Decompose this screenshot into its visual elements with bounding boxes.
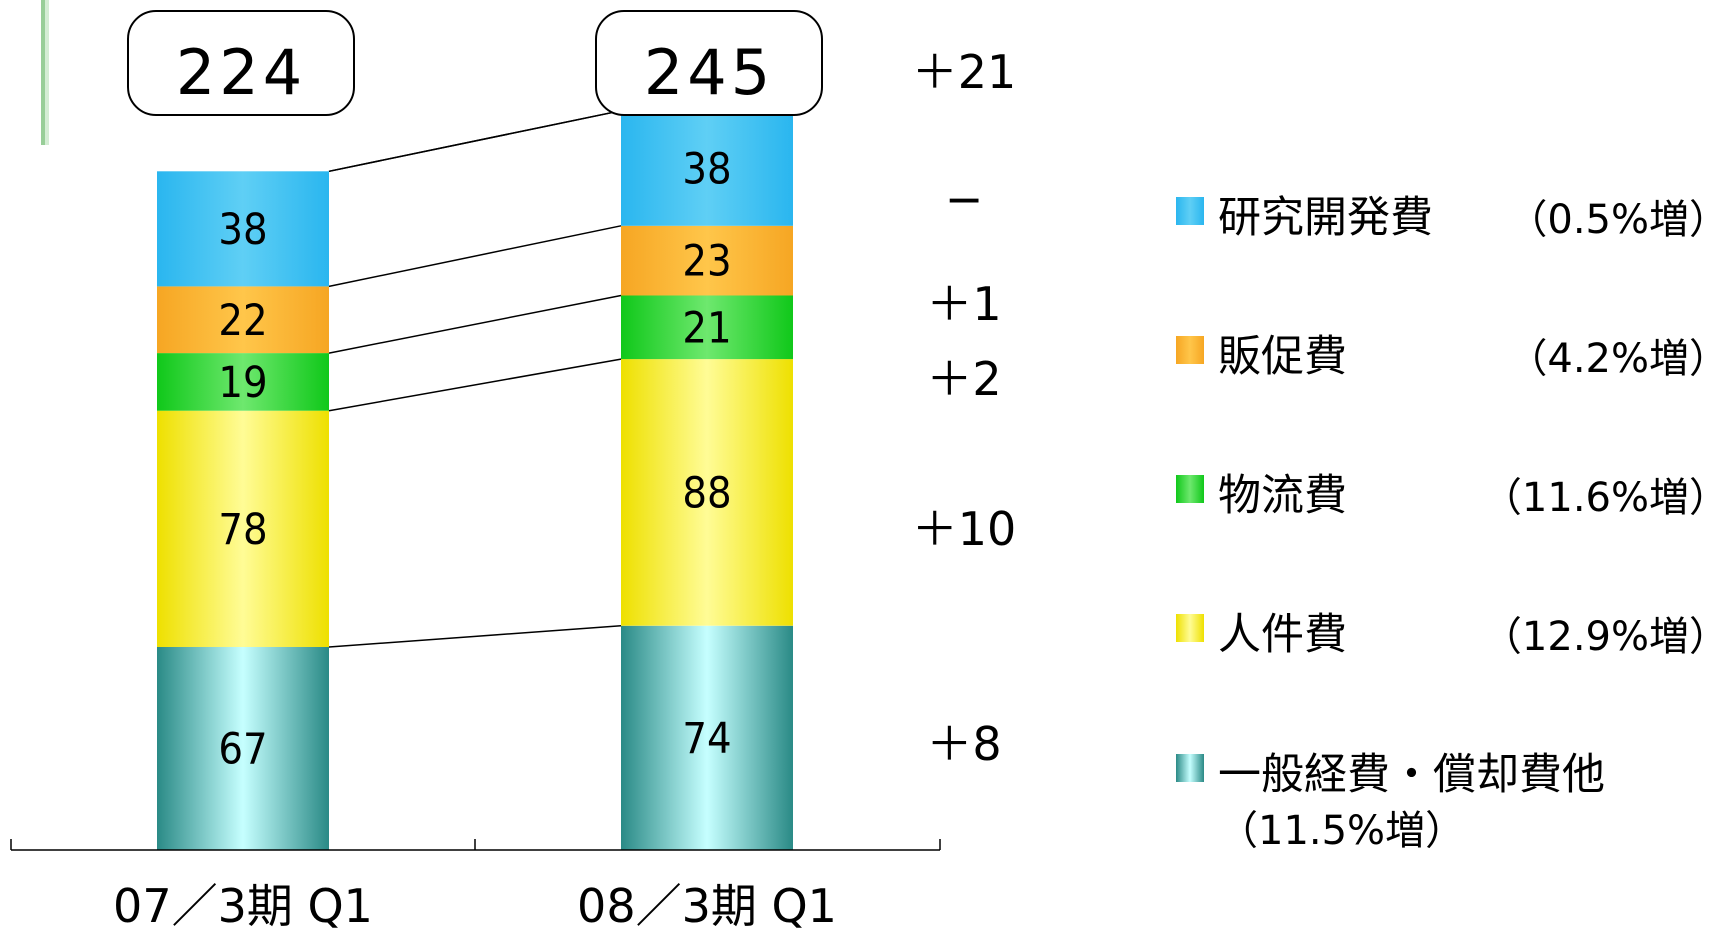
total-change-label: ＋21 bbox=[912, 45, 1017, 99]
connector-line-personnel bbox=[328, 358, 622, 412]
data-label-general-1: 67 bbox=[218, 725, 267, 775]
bar-segment-promo-2 bbox=[621, 225, 793, 296]
legend-label-rnd: 研究開発費 bbox=[1218, 193, 1433, 243]
x-tick-label-2: 08／3期 Q1 bbox=[577, 879, 837, 928]
legend-swatch-promo bbox=[1176, 336, 1204, 364]
connector-line-general bbox=[328, 625, 622, 648]
bar-segment-logistics-1 bbox=[157, 353, 329, 411]
legend-pct-personnel: （12.9%増） bbox=[1481, 614, 1729, 660]
legend-item-personnel: 人件費 （12.9%増） bbox=[1172, 600, 1729, 660]
legend-swatch-personnel bbox=[1176, 614, 1204, 642]
change-label-general: ＋8 bbox=[926, 717, 1001, 771]
data-label-rnd-2: 38 bbox=[682, 144, 731, 194]
legend-label-promo: 販促費 bbox=[1218, 332, 1347, 382]
bar-segment-personnel-2 bbox=[621, 359, 793, 626]
legend-pct-promo: （4.2%増） bbox=[1507, 336, 1729, 382]
bar-segment-general-1 bbox=[157, 647, 329, 850]
bar-segment-personnel-1 bbox=[157, 410, 329, 647]
data-label-promo-1: 22 bbox=[218, 296, 267, 346]
legend-label-personnel: 人件費 bbox=[1218, 610, 1347, 660]
connector-line-promo bbox=[328, 225, 622, 288]
change-label-promo: ＋1 bbox=[926, 277, 1001, 331]
bar-segment-rnd-1 bbox=[157, 171, 329, 287]
data-label-rnd-1: 38 bbox=[218, 205, 267, 255]
legend-label-logistics: 物流費 bbox=[1218, 471, 1347, 521]
legend-pct-general: （11.5%増） bbox=[1218, 808, 1466, 854]
data-label-promo-2: 23 bbox=[682, 237, 731, 287]
total-box-2 bbox=[595, 10, 823, 116]
legend-pct-rnd: （0.5%増） bbox=[1507, 197, 1729, 243]
data-label-personnel-2: 88 bbox=[682, 469, 731, 519]
data-label-personnel-1: 78 bbox=[218, 505, 267, 555]
legend: 研究開発費 （0.5%増） 販促費 （4.2%増） 物流費 （11.6%増） 人… bbox=[1172, 0, 1729, 928]
legend-swatch-rnd bbox=[1176, 197, 1204, 225]
total-box-1 bbox=[127, 10, 355, 116]
data-label-general-2: 74 bbox=[682, 714, 731, 764]
x-tick-label-1: 07／3期 Q1 bbox=[113, 879, 373, 928]
bar-segment-promo-1 bbox=[157, 286, 329, 354]
connector-line-top bbox=[328, 109, 622, 173]
legend-swatch-general bbox=[1176, 754, 1204, 782]
legend-item-logistics: 物流費 （11.6%増） bbox=[1172, 461, 1729, 521]
bar-segment-rnd-2 bbox=[621, 110, 793, 226]
legend-pct-logistics: （11.6%増） bbox=[1481, 475, 1729, 521]
bar-segment-logistics-2 bbox=[621, 295, 793, 360]
legend-item-promo: 販促費 （4.2%増） bbox=[1172, 322, 1729, 382]
change-label-rnd: − bbox=[945, 172, 984, 226]
change-label-personnel: ＋10 bbox=[912, 502, 1017, 556]
decorative-accent-line bbox=[41, 0, 45, 145]
legend-swatch-logistics bbox=[1176, 475, 1204, 503]
legend-item-rnd: 研究開発費 （0.5%増） bbox=[1172, 183, 1729, 243]
change-label-logistics: ＋2 bbox=[926, 352, 1001, 406]
data-label-logistics-2: 21 bbox=[682, 303, 731, 353]
legend-item-general: 一般経費・償却費他 （11.5%増） bbox=[1172, 740, 1729, 860]
bar-segment-general-2 bbox=[621, 625, 793, 850]
total-value-1: 224 bbox=[176, 36, 306, 109]
decorative-accent-line-shadow bbox=[45, 0, 49, 145]
connector-line-logistics bbox=[328, 294, 622, 354]
total-value-2: 245 bbox=[644, 36, 774, 109]
data-label-logistics-1: 19 bbox=[218, 358, 267, 408]
legend-label-general: 一般経費・償却費他 bbox=[1218, 750, 1605, 800]
